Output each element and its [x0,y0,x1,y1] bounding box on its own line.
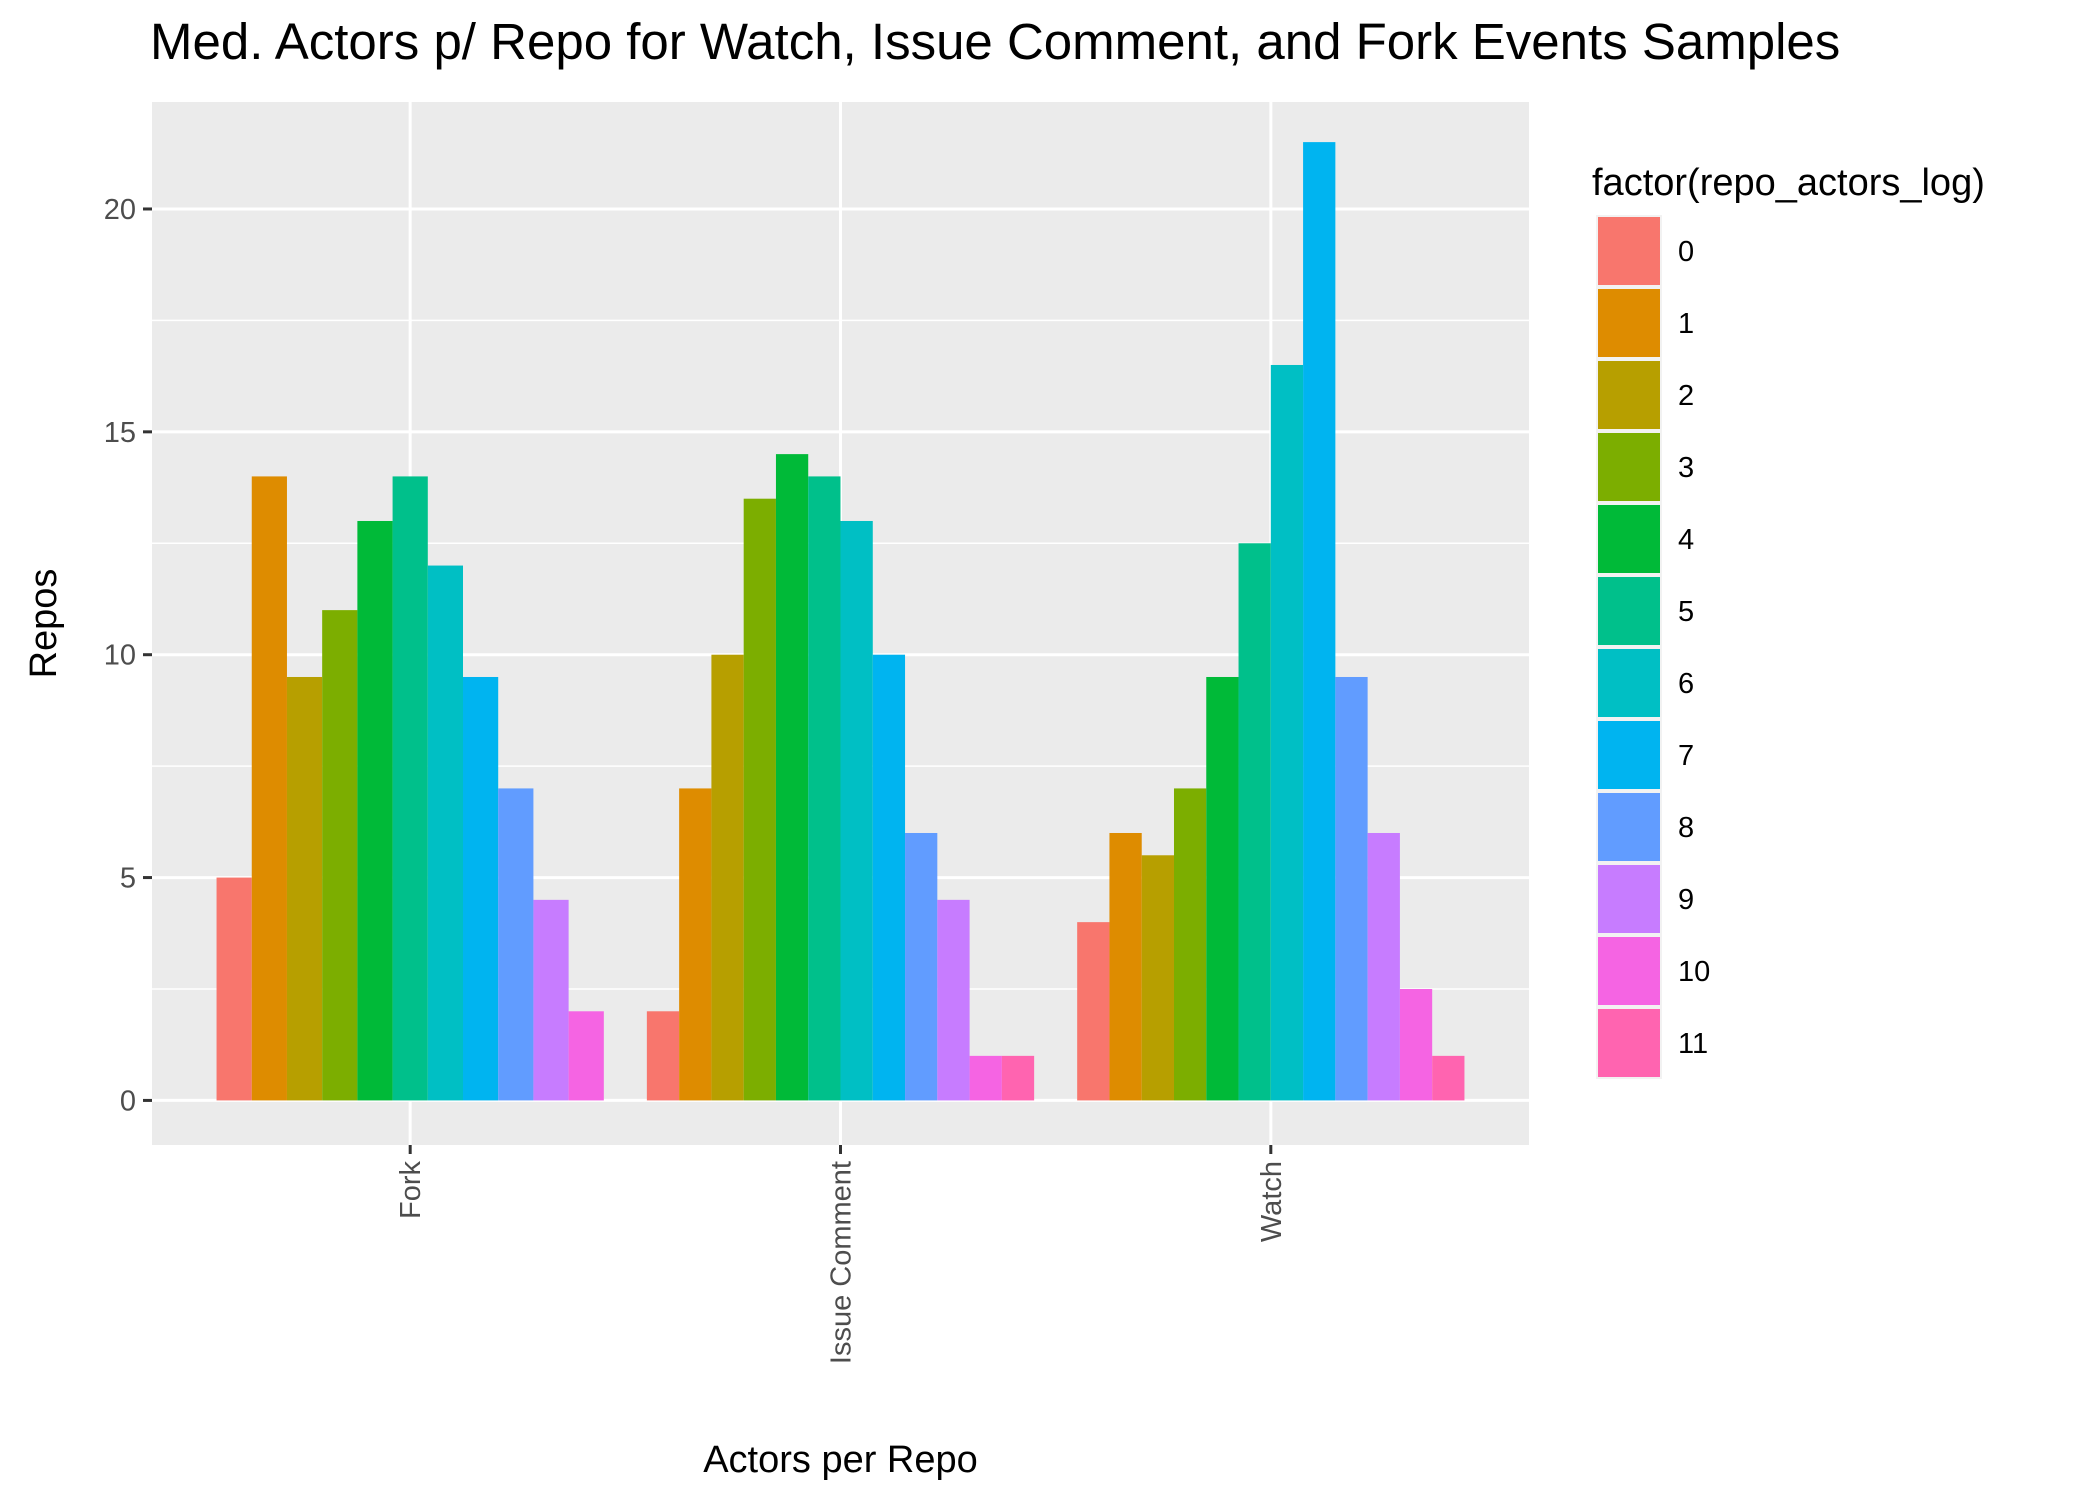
bar-watch-10 [1399,988,1433,1101]
bar-issue-comment-1 [679,788,712,1101]
bar-watch-9 [1367,832,1400,1101]
bar-fork-4 [357,520,393,1101]
legend-label: 3 [1678,452,1694,484]
bar-watch-7 [1303,142,1336,1101]
bar-issue-comment-2 [711,654,744,1101]
legend-swatch [1598,649,1660,717]
legend-swatch [1598,289,1660,357]
x-axis-title: Actors per Repo [703,1439,978,1481]
y-tick-label: 10 [104,640,136,672]
y-tick-label: 20 [104,194,136,226]
legend-label: 11 [1678,1028,1708,1060]
legend-swatch [1598,577,1660,645]
bar-fork-6 [427,565,463,1101]
bar-fork-5 [392,476,428,1101]
bar-fork-2 [286,676,323,1101]
bar-issue-comment-10 [969,1055,1002,1101]
legend-swatch [1598,937,1660,1005]
bar-watch-8 [1335,676,1368,1101]
bar-issue-comment-3 [743,498,776,1101]
bar-fork-9 [533,899,569,1101]
bar-watch-4 [1206,676,1239,1101]
x-tick-label: Issue Comment [826,1161,858,1364]
bar-issue-comment-11 [1001,1055,1035,1101]
bar-fork-3 [322,610,358,1101]
legend-swatch [1598,721,1660,789]
bar-watch-11 [1432,1055,1465,1101]
legend-label: 9 [1678,884,1694,916]
legend-swatch [1598,793,1660,861]
bar-watch-2 [1141,855,1174,1101]
bar-fork-10 [568,1011,604,1101]
legend-swatch [1598,217,1660,285]
legend-label: 0 [1678,236,1694,268]
bar-fork-1 [251,476,287,1101]
chart-title: Med. Actors p/ Repo for Watch, Issue Com… [150,13,1841,70]
y-tick-label: 5 [120,863,136,895]
bar-watch-5 [1238,543,1271,1101]
bar-issue-comment-0 [646,1011,680,1101]
legend-swatch [1598,505,1660,573]
legend-label: 2 [1678,380,1694,412]
bar-issue-comment-9 [937,899,970,1101]
bar-watch-1 [1109,832,1142,1101]
bar-issue-comment-7 [872,654,906,1101]
bar-issue-comment-5 [808,476,841,1101]
y-tick-label: 0 [120,1085,136,1117]
bar-issue-comment-4 [775,454,809,1101]
bar-watch-0 [1077,922,1110,1101]
legend-swatch [1598,361,1660,429]
y-tick-label: 15 [104,417,136,449]
axes: 0 5 10 15 20 Fork Issue Comment Watch [104,194,1288,1364]
legend-swatch [1598,433,1660,501]
bar-watch-6 [1270,364,1304,1101]
legend-swatch [1598,1009,1660,1077]
bar-watch-3 [1173,788,1207,1101]
bar-fork-7 [462,676,499,1101]
bar-fork-0 [216,877,252,1101]
bar-fork-8 [498,788,534,1101]
legend-title: factor(repo_actors_log) [1592,162,1985,204]
bar-issue-comment-8 [905,832,938,1101]
legend-label: 5 [1678,596,1694,628]
x-tick-label: Fork [395,1161,427,1220]
legend-label: 4 [1678,524,1694,556]
bar-issue-comment-6 [840,520,873,1101]
y-axis-title: Repos [23,569,65,679]
legend-label: 6 [1678,668,1694,700]
legend-swatch [1598,865,1660,933]
legend-label: 10 [1678,956,1710,988]
legend-label: 7 [1678,740,1694,772]
x-tick-label: Watch [1256,1161,1288,1242]
bars [216,142,1465,1101]
legend-label: 8 [1678,812,1694,844]
legend: factor(repo_actors_log) 0 1 2 3 4 5 6 7 8 9 10 11 [1592,162,1985,1079]
legend-label: 1 [1678,308,1694,340]
